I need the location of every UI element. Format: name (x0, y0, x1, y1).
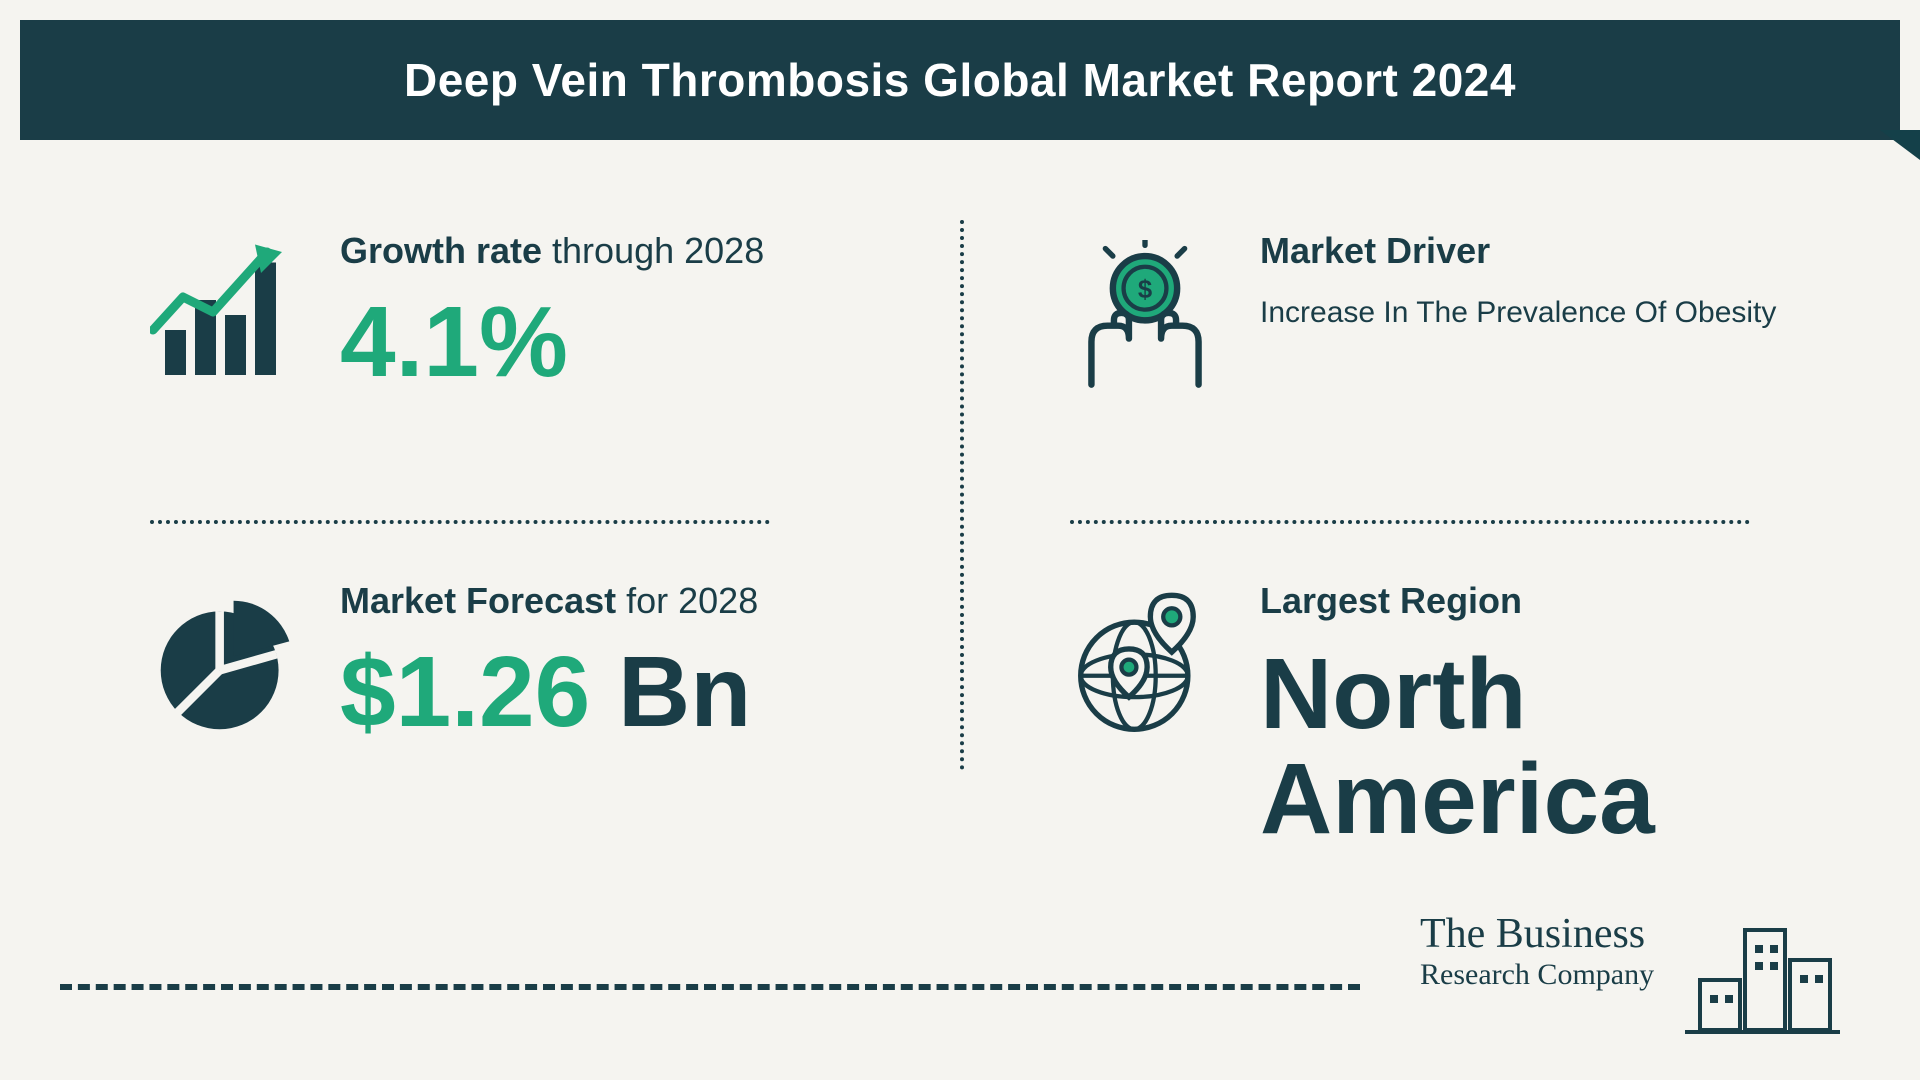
market-driver-block: $ Market Driver Increase In The Prevalen… (1070, 230, 1830, 380)
svg-text:$: $ (1138, 276, 1152, 304)
market-driver-text-box: Market Driver Increase In The Prevalence… (1260, 230, 1830, 334)
market-forecast-label: Market Forecast for 2028 (340, 580, 930, 622)
market-forecast-label-rest: for 2028 (616, 580, 758, 621)
globe-pins-icon (1070, 580, 1220, 730)
pie-chart-icon (150, 580, 300, 730)
header-bar: Deep Vein Thrombosis Global Market Repor… (20, 20, 1900, 140)
corner-accent (1880, 130, 1920, 190)
company-logo-text: The Business Research Company (1420, 910, 1654, 992)
company-logo-line2: Research Company (1420, 958, 1654, 992)
growth-rate-label-bold: Growth rate (340, 230, 542, 271)
bottom-dashed-line (60, 984, 1360, 990)
largest-region-text: Largest Region North America (1260, 580, 1830, 852)
growth-rate-label-rest: through 2028 (542, 230, 764, 271)
market-forecast-number: $1.26 (340, 636, 590, 748)
largest-region-label: Largest Region (1260, 580, 1830, 622)
market-forecast-text: Market Forecast for 2028 $1.26 Bn (340, 580, 930, 742)
company-logo-mark-icon (1680, 870, 1850, 1040)
market-forecast-block: Market Forecast for 2028 $1.26 Bn (150, 580, 930, 742)
largest-region-label-bold: Largest Region (1260, 580, 1522, 621)
largest-region-line1: North (1260, 638, 1527, 750)
growth-rate-value: 4.1% (340, 292, 930, 392)
largest-region-block: Largest Region North America (1070, 580, 1830, 852)
largest-region-line2: America (1260, 743, 1655, 855)
market-forecast-unit: Bn (618, 636, 751, 748)
growth-rate-block: Growth rate through 2028 4.1% (150, 230, 930, 392)
market-driver-label: Market Driver (1260, 230, 1830, 272)
growth-rate-label: Growth rate through 2028 (340, 230, 930, 272)
market-forecast-label-bold: Market Forecast (340, 580, 616, 621)
growth-rate-text: Growth rate through 2028 4.1% (340, 230, 930, 392)
dotted-separator-left (150, 520, 770, 524)
report-title: Deep Vein Thrombosis Global Market Repor… (404, 53, 1516, 107)
market-forecast-value: $1.26 Bn (340, 642, 930, 742)
hands-coin-icon: $ (1070, 230, 1220, 380)
market-driver-text: Increase In The Prevalence Of Obesity (1260, 292, 1830, 334)
largest-region-value: North America (1260, 642, 1830, 852)
dotted-separator-right (1070, 520, 1750, 524)
dotted-separator-vertical (960, 220, 964, 770)
company-logo: The Business Research Company (1420, 870, 1850, 1040)
market-driver-label-bold: Market Driver (1260, 230, 1490, 271)
growth-chart-icon (150, 230, 300, 380)
company-logo-line1: The Business (1420, 910, 1654, 958)
